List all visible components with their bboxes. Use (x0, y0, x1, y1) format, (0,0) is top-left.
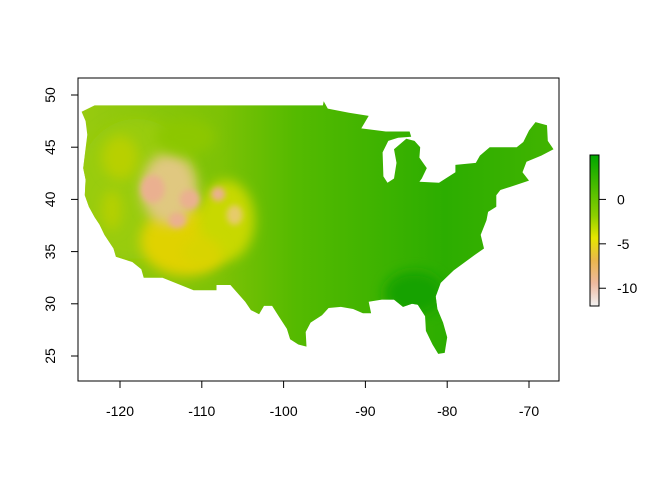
raster-region (179, 189, 200, 210)
x-tick-label: -100 (270, 403, 298, 419)
y-tick-label: 40 (42, 191, 58, 207)
raster-region (155, 118, 216, 155)
raster-region (181, 237, 222, 266)
legend-tick-label: -10 (617, 280, 637, 296)
raster-region (101, 189, 122, 230)
raster-region (102, 135, 138, 180)
raster-region (226, 205, 243, 226)
us-raster (81, 101, 554, 354)
y-tick-label: 50 (42, 87, 58, 103)
y-tick-label: 25 (42, 348, 58, 364)
x-axis: -120 -110 -100 -90 -80 -70 (106, 380, 539, 419)
color-legend: 0 -5 -10 (589, 154, 637, 307)
raster-region (168, 212, 187, 229)
raster-region (140, 174, 165, 203)
x-tick-label: -120 (106, 403, 134, 419)
legend-colorbar (589, 154, 600, 307)
y-axis: 25 30 35 40 45 50 (42, 87, 79, 364)
raster-region (384, 271, 445, 316)
legend-tick-label: 0 (617, 191, 625, 207)
x-tick-label: -80 (437, 403, 457, 419)
y-tick-label: 45 (42, 139, 58, 155)
x-tick-label: -90 (355, 403, 375, 419)
legend-tick-label: -5 (617, 236, 630, 252)
x-tick-label: -110 (188, 403, 215, 419)
raster-region (211, 187, 226, 202)
x-tick-label: -70 (519, 403, 539, 419)
y-tick-label: 35 (42, 244, 58, 260)
y-tick-label: 30 (42, 296, 58, 312)
